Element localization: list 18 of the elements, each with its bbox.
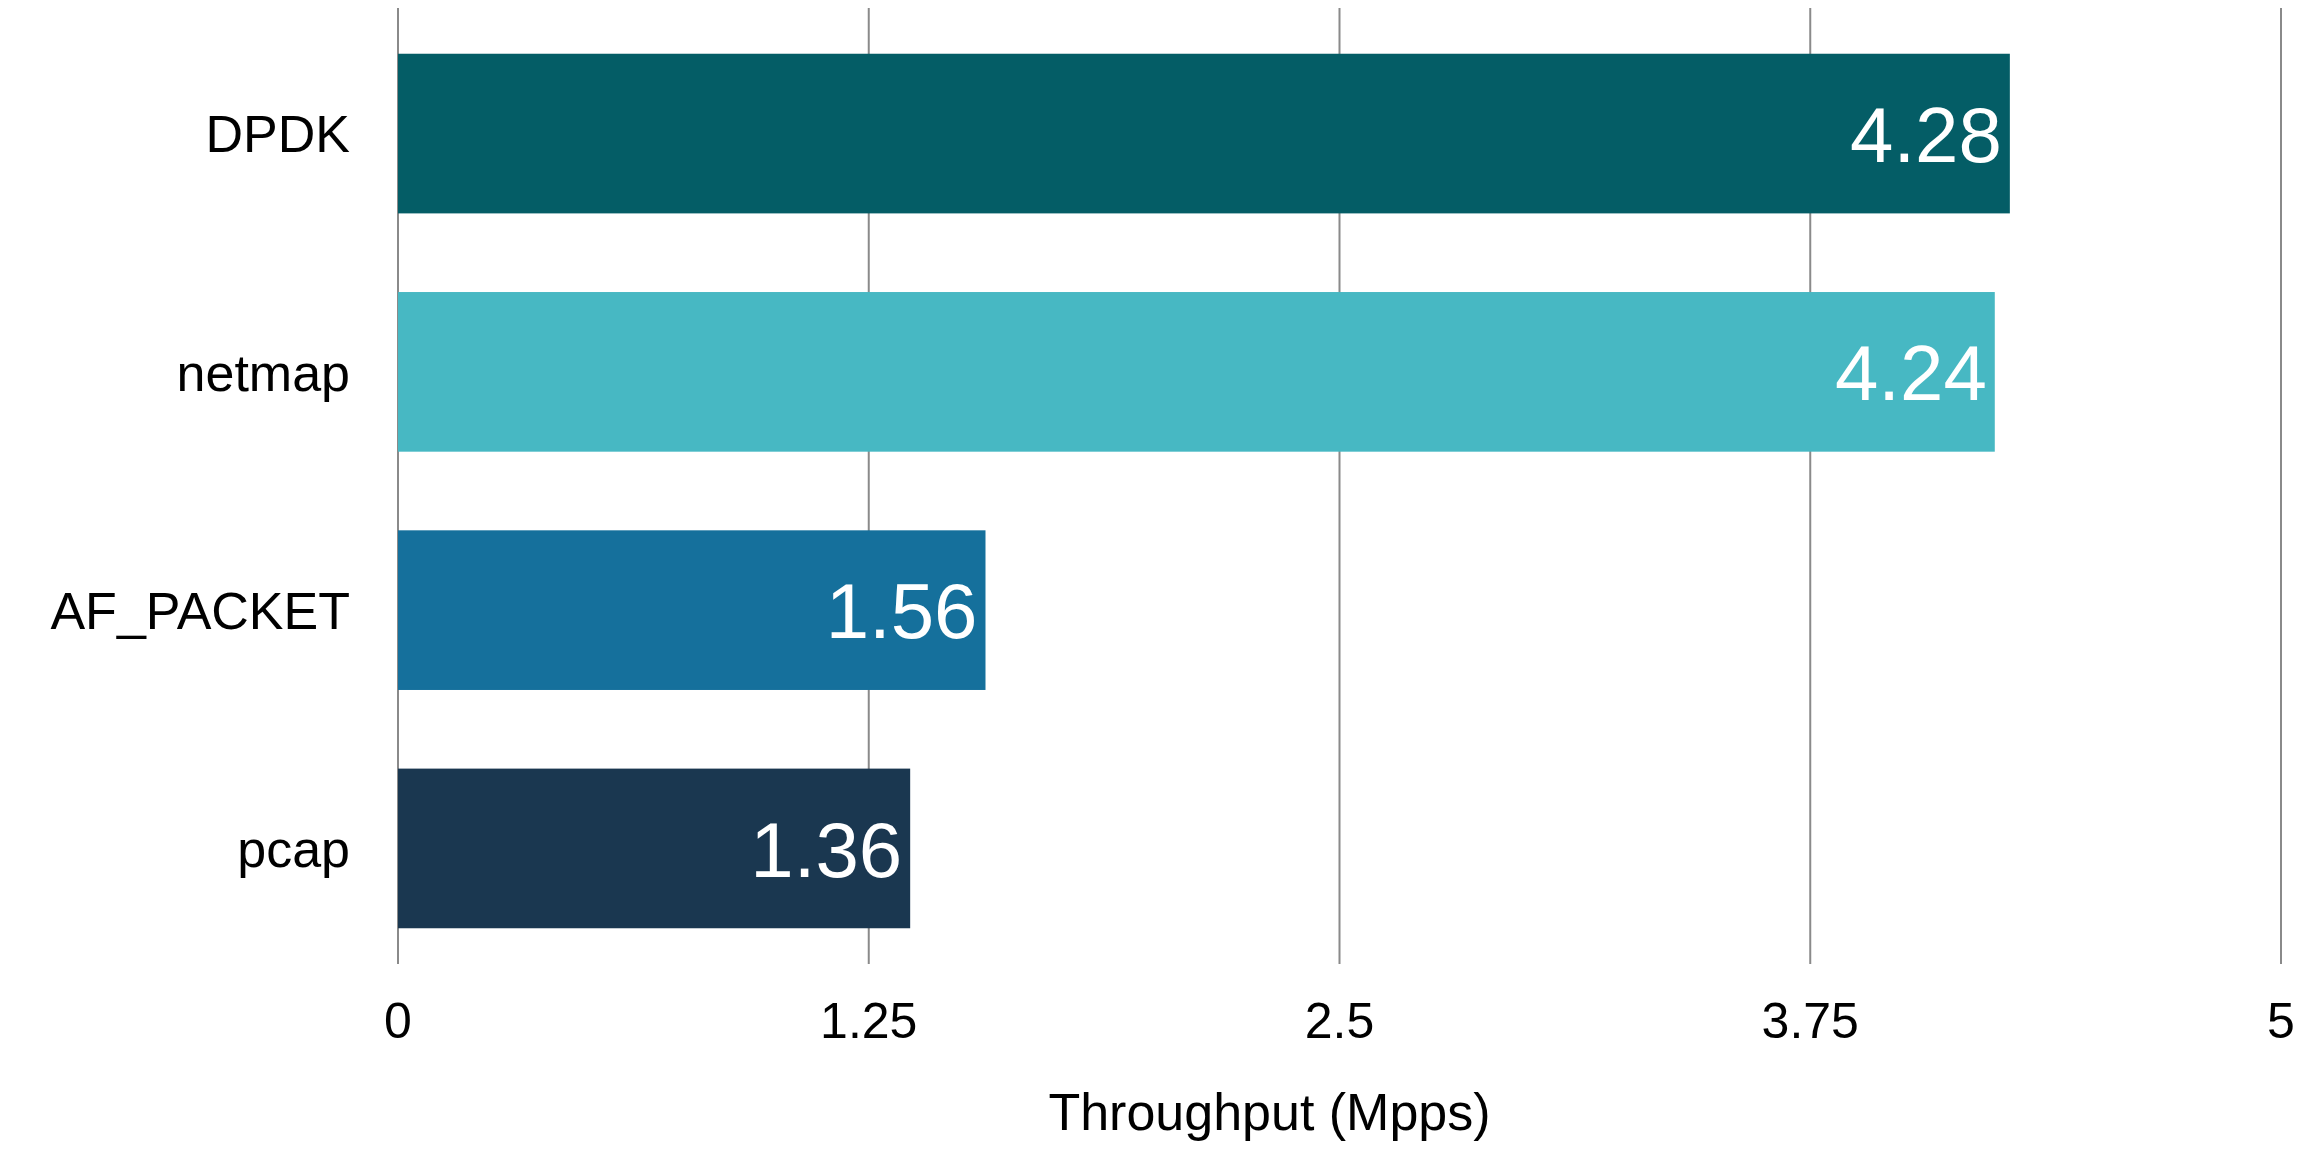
data-label: 4.24 bbox=[1834, 328, 1987, 417]
y-tick-label: DPDK bbox=[205, 105, 351, 164]
data-label: 1.56 bbox=[825, 567, 978, 656]
x-tick-label: 1.25 bbox=[820, 993, 918, 1049]
y-tick-label: netmap bbox=[176, 343, 350, 402]
y-tick-label: pcap bbox=[237, 820, 350, 879]
x-tick-label: 2.5 bbox=[1304, 993, 1375, 1049]
data-label: 1.36 bbox=[750, 805, 903, 894]
x-tick-label: 3.75 bbox=[1761, 993, 1859, 1049]
bar bbox=[398, 53, 2010, 214]
x-tick-label: 5 bbox=[2267, 993, 2295, 1049]
x-tick-label: 0 bbox=[384, 993, 412, 1049]
y-tick-label: AF_PACKET bbox=[50, 581, 350, 640]
bar bbox=[398, 530, 986, 690]
x-axis-title: Throughput (Mpps) bbox=[1048, 1083, 1491, 1141]
bar bbox=[398, 768, 911, 929]
data-label: 4.28 bbox=[1850, 90, 2002, 179]
bar bbox=[398, 292, 1995, 452]
